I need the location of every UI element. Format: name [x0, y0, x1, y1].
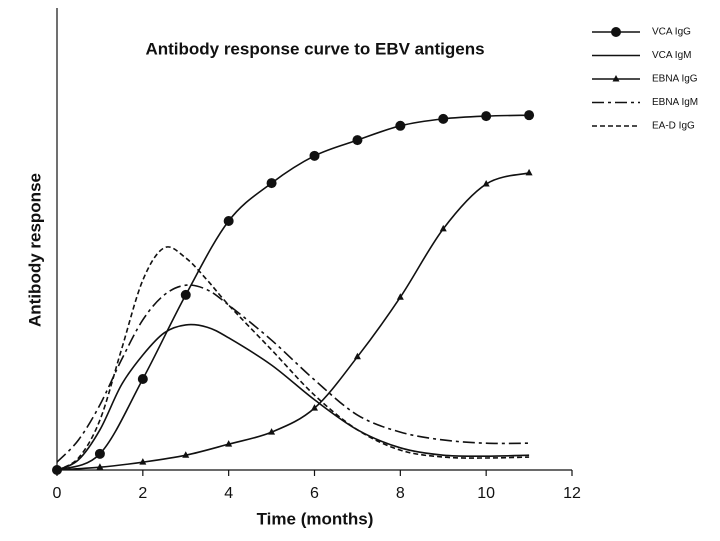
line [56, 323, 530, 471]
point [311, 404, 318, 411]
legend-label: VCA IgG [652, 27, 691, 38]
x-tick-label: 0 [53, 485, 62, 502]
point [353, 352, 361, 360]
point [395, 120, 406, 131]
x-tick-label: 6 [310, 485, 319, 502]
point [268, 428, 276, 435]
point [481, 111, 492, 122]
point [225, 440, 233, 447]
legend-label: VCA IgM [652, 50, 691, 61]
line [56, 114, 530, 471]
point [139, 458, 147, 465]
legend-marker [611, 27, 621, 37]
point [482, 180, 490, 187]
y-axis-label: Antibody response [25, 173, 44, 327]
x-axis-label: Time (months) [257, 509, 374, 528]
x-tick-label: 4 [224, 485, 233, 502]
point [96, 463, 104, 470]
point [524, 110, 535, 121]
x-tick-label: 10 [477, 485, 495, 502]
line [56, 172, 530, 471]
point [352, 135, 363, 146]
x-tick-label: 8 [396, 485, 405, 502]
x-tick-label: 2 [138, 485, 147, 502]
point [180, 289, 191, 300]
legend-label: EBNA IgG [652, 74, 698, 85]
chart-title: Antibody response curve to EBV antigens [145, 39, 484, 58]
x-tick-label: 12 [563, 485, 581, 502]
legend-label: EA-D IgG [652, 121, 695, 132]
point [525, 168, 533, 176]
point [439, 224, 447, 232]
line [56, 246, 530, 471]
legend-label: EBNA IgM [652, 97, 698, 108]
point [266, 178, 277, 189]
point [182, 451, 190, 458]
point [223, 215, 234, 226]
line [56, 284, 530, 463]
point [94, 448, 105, 459]
point [396, 293, 404, 300]
legend-marker [612, 75, 620, 82]
point [137, 373, 148, 384]
point [438, 113, 449, 124]
point [309, 150, 320, 161]
